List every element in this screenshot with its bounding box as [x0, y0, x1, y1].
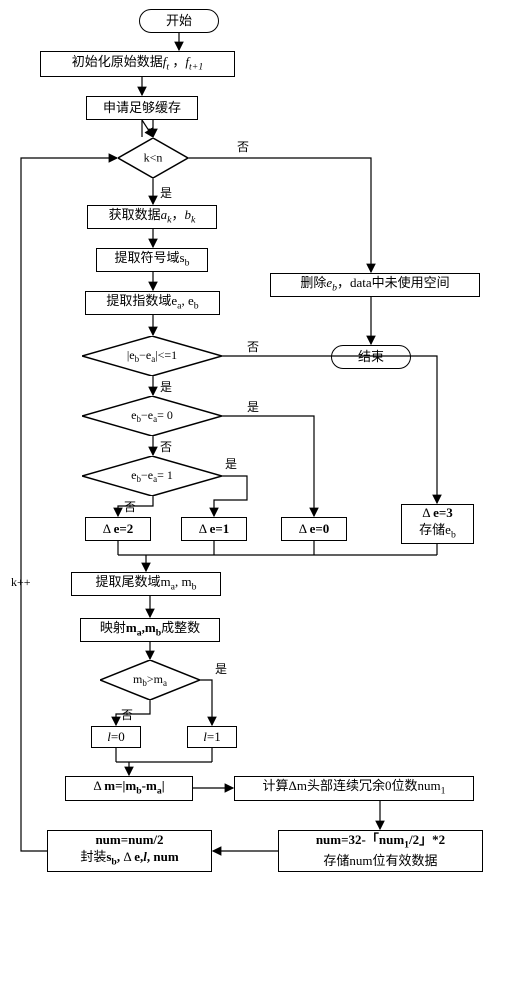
- extract-exp-text: 提取指数域ea, eb: [106, 293, 198, 313]
- eq0-text: eb−ea= 0: [82, 408, 222, 424]
- mbgt-decision: mb>ma: [100, 660, 200, 700]
- de0-text: Δ e=0: [299, 521, 330, 538]
- dm-box: Δ m=|mb-ma|: [65, 776, 193, 801]
- getdata-text: 获取数据ak，bk: [109, 207, 196, 227]
- eq1-decision: eb−ea= 1: [82, 456, 222, 496]
- de3-text: Δ e=3存储eb: [419, 505, 456, 542]
- init-text: 初始化原始数据ft ，ft+1: [72, 54, 203, 74]
- extract-mant-box: 提取尾数域ma, mb: [71, 572, 221, 596]
- num-pack-box: num=num/2封装sb, Δ e,l, num: [47, 830, 212, 872]
- eq1-text: eb−ea= 1: [82, 468, 222, 484]
- mbgt-text: mb>ma: [100, 672, 200, 688]
- no-absdiff: 否: [247, 338, 259, 355]
- num-store-text: num=32-「num1/2」*2存储num位有效数据: [316, 832, 445, 869]
- de1-box: Δ e=1: [181, 517, 247, 541]
- alloc-text: 申请足够缓存: [103, 100, 181, 117]
- de2-box: Δ e=2: [85, 517, 151, 541]
- delete-box: 删除eb，data中未使用空间: [270, 273, 480, 297]
- yes-eq1: 是: [225, 455, 237, 472]
- getdata-box: 获取数据ak，bk: [87, 205, 217, 229]
- l1-text: l=1: [203, 729, 220, 746]
- absdiff-text: |eb−ea|<=1: [82, 348, 222, 364]
- end-terminal: 结束: [331, 345, 411, 369]
- yes-eq0: 是: [247, 398, 259, 415]
- l0-text: l=0: [107, 729, 124, 746]
- extract-sign-text: 提取符号域sb: [115, 250, 190, 270]
- kpp-label: k++: [11, 575, 31, 590]
- yes-absdiff: 是: [160, 378, 172, 395]
- start-label: 开始: [166, 13, 192, 30]
- de3-box: Δ e=3存储eb: [401, 504, 474, 544]
- extract-sign-box: 提取符号域sb: [96, 248, 208, 272]
- num-store-box: num=32-「num1/2」*2存储num位有效数据: [278, 830, 483, 872]
- eq0-decision: eb−ea= 0: [82, 396, 222, 436]
- alloc-box: 申请足够缓存: [86, 96, 198, 120]
- extract-mant-text: 提取尾数域ma, mb: [96, 574, 197, 594]
- dm-text: Δ m=|mb-ma|: [93, 778, 164, 798]
- no-kn: 否: [237, 138, 249, 155]
- start-terminal: 开始: [139, 9, 219, 33]
- l1-box: l=1: [187, 726, 237, 748]
- map-int-text: 映射ma,mb成整数: [100, 620, 200, 640]
- kn-decision: k<n: [118, 138, 188, 178]
- calc-num1-text: 计算Δm头部连续冗余0位数num1: [263, 778, 446, 798]
- yes-mbgt: 是: [215, 660, 227, 677]
- num-pack-text: num=num/2封装sb, Δ e,l, num: [80, 832, 178, 869]
- calc-num1-box: 计算Δm头部连续冗余0位数num1: [234, 776, 474, 801]
- kn-text: k<n: [118, 151, 188, 166]
- l0-box: l=0: [91, 726, 141, 748]
- end-label: 结束: [358, 349, 384, 366]
- init-box: 初始化原始数据ft ，ft+1: [40, 51, 235, 77]
- map-int-box: 映射ma,mb成整数: [80, 618, 220, 642]
- no-mbgt: 否: [121, 706, 133, 723]
- absdiff-decision: |eb−ea|<=1: [82, 336, 222, 376]
- no-eq0: 否: [160, 438, 172, 455]
- no-eq1: 否: [124, 498, 136, 515]
- de2-text: Δ e=2: [103, 521, 134, 538]
- delete-text: 删除eb，data中未使用空间: [300, 275, 449, 295]
- yes-kn: 是: [160, 184, 172, 201]
- de1-text: Δ e=1: [199, 521, 230, 538]
- extract-exp-box: 提取指数域ea, eb: [85, 291, 220, 315]
- de0-box: Δ e=0: [281, 517, 347, 541]
